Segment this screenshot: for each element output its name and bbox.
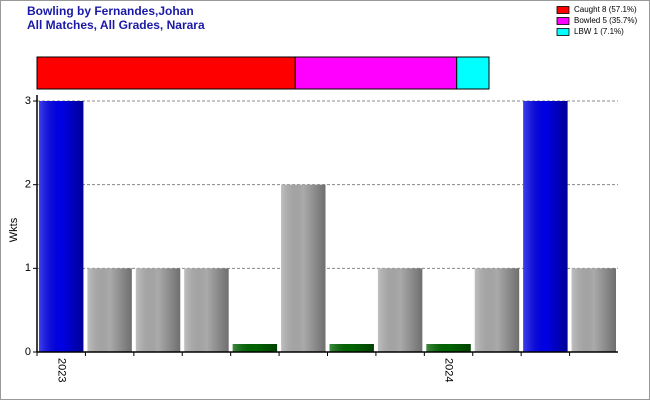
legend-label: Bowled 5 (35.7%): [574, 16, 637, 25]
y-tick-label: 0: [25, 346, 31, 358]
bar-shade: [329, 344, 374, 352]
bar-shade: [135, 268, 181, 352]
bar-shade: [184, 268, 229, 352]
bar-shade: [281, 184, 326, 352]
proportion-segment: [294, 56, 458, 90]
legend-swatch: [556, 28, 570, 36]
bar-shade: [571, 268, 616, 352]
bar-shade: [377, 268, 423, 352]
legend-label: Caught 8 (57.1%): [574, 5, 637, 14]
y-tick-label: 3: [25, 95, 31, 107]
proportion-segment: [456, 56, 490, 90]
proportion-segment: [36, 56, 296, 90]
y-tick-label: 1: [25, 262, 31, 274]
bar-shade: [474, 268, 520, 352]
bar-shade: [87, 268, 132, 352]
y-axis-label: Wkts: [8, 217, 20, 242]
chart-title: Bowling by Fernandes,Johan: [27, 4, 194, 18]
y-tick-label: 2: [25, 179, 31, 191]
x-tick-label: 2023: [55, 358, 67, 382]
bar-shade: [39, 101, 84, 352]
legend-label: LBW 1 (7.1%): [574, 27, 624, 36]
bar-shade: [232, 344, 278, 352]
chart-subtitle: All Matches, All Grades, Narara: [27, 18, 205, 32]
legend-swatch: [556, 17, 570, 25]
x-tick-label: 2024: [443, 358, 455, 382]
bar-shade: [426, 344, 471, 352]
legend-swatch: [556, 6, 570, 14]
bar-shade: [523, 101, 568, 352]
